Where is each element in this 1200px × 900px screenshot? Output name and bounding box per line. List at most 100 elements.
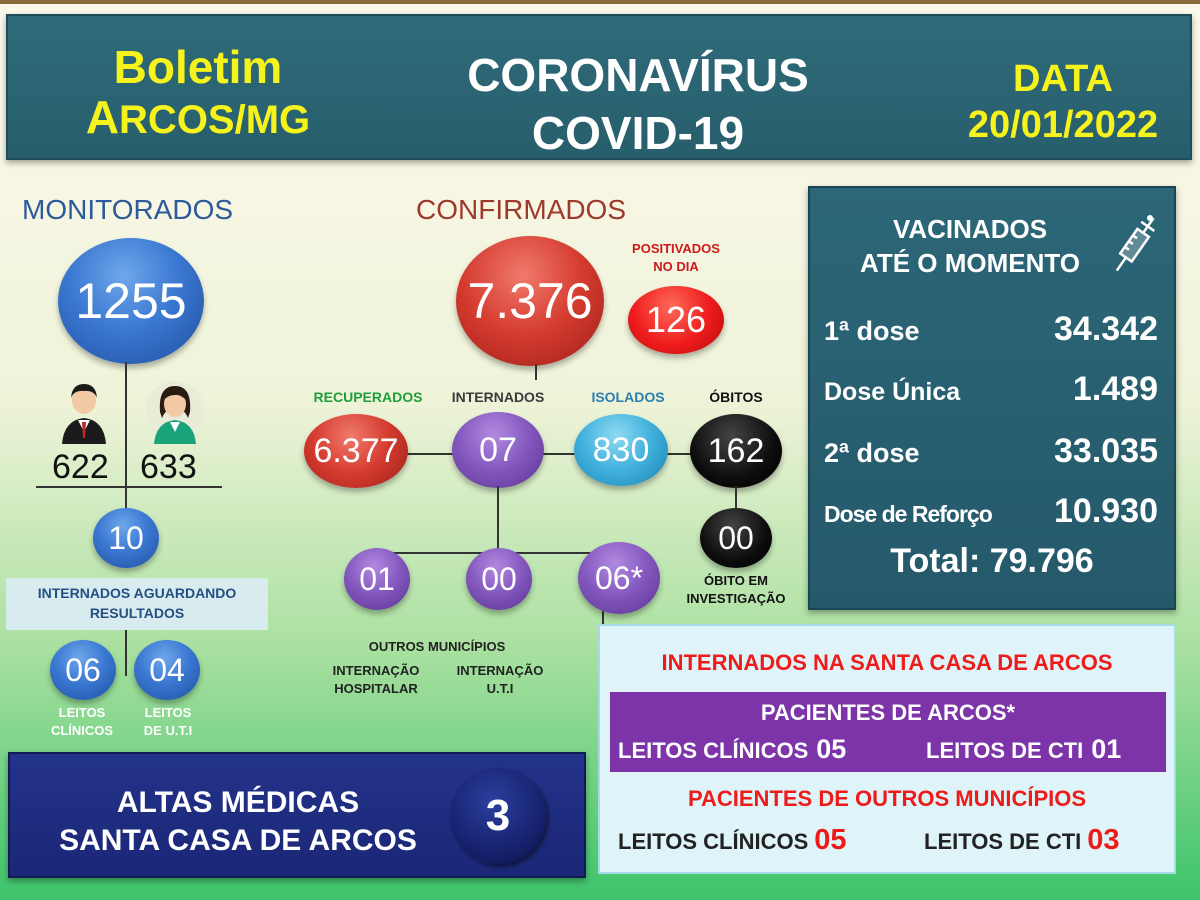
awaiting-results-circle: 10 bbox=[93, 508, 159, 568]
clinical-beds-label: LEITOS CLÍNICOS bbox=[34, 704, 130, 740]
single-dose-label: Dose Única bbox=[824, 378, 961, 406]
vaccinated-title: VACINADOS ATÉ O MOMENTO bbox=[840, 212, 1100, 280]
first-dose-row: 1ª dose 34.342 bbox=[824, 310, 1158, 349]
santa-casa-title: INTERNADOS NA SANTA CASA DE ARCOS bbox=[661, 650, 1113, 675]
vaccinated-panel: VACINADOS ATÉ O MOMENTO 1ª dose 34.342 D… bbox=[808, 186, 1176, 610]
confirmed-title: CONFIRMADOS bbox=[416, 194, 626, 225]
vaccinated-total: Total: 79.796 bbox=[890, 542, 1094, 580]
arcos-clinical-row: LEITOS CLÍNICOS 05 bbox=[618, 734, 846, 765]
positive-today-label-line-2: NO DIA bbox=[653, 259, 699, 274]
connector-line bbox=[125, 362, 127, 512]
female-count: 633 bbox=[140, 448, 197, 486]
disease-title: CORONAVÍRUS COVID-19 bbox=[408, 46, 868, 162]
connector-line bbox=[125, 630, 127, 676]
connector-line bbox=[36, 486, 222, 488]
bulletin-word: Boletim bbox=[113, 41, 283, 93]
man-avatar-icon bbox=[62, 384, 106, 444]
santa-casa-panel: INTERNADOS NA SANTA CASA DE ARCOS PACIEN… bbox=[598, 624, 1176, 874]
syringe-icon bbox=[1115, 215, 1156, 272]
positive-today-circle: 126 bbox=[628, 286, 724, 354]
clinical-beds-label-line-2: CLÍNICOS bbox=[50, 723, 114, 738]
discharges-label-line-2: SANTA CASA DE ARCOS bbox=[59, 824, 417, 857]
second-dose-label: 2ª dose bbox=[824, 438, 920, 468]
woman-avatar-icon bbox=[145, 381, 205, 444]
others-icu-row: LEITOS DE CTI 03 bbox=[924, 824, 1120, 857]
city-initial: A bbox=[85, 91, 120, 143]
hospital-admission-label-line-2: HOSPITALAR bbox=[334, 681, 418, 696]
second-dose-value: 33.035 bbox=[1054, 432, 1158, 470]
date-block: DATA 20/01/2022 bbox=[948, 56, 1178, 148]
booster-dose-row: Dose de Reforço 10.930 bbox=[824, 492, 1158, 531]
hospital-admission-circle: 00 bbox=[466, 548, 532, 610]
first-dose-value: 34.342 bbox=[1054, 310, 1158, 348]
other-municipalities-circle: 01 bbox=[344, 548, 410, 610]
arcos-icu-row: LEITOS DE CTI 01 bbox=[926, 734, 1121, 765]
top-border bbox=[0, 0, 1200, 4]
hospitalized-label: INTERNADOS bbox=[451, 389, 545, 405]
others-icu-value: 03 bbox=[1087, 824, 1120, 856]
discharges-value: 3 bbox=[450, 768, 546, 864]
vaccinated-title-line-1: VACINADOS bbox=[892, 214, 1048, 244]
discharges-label: ALTAS MÉDICAS SANTA CASA DE ARCOS bbox=[38, 784, 438, 860]
header-banner: Boletim ARCOS/MG CORONAVÍRUS COVID-19 DA… bbox=[6, 14, 1192, 160]
icu-beds-label: LEITOS DE U.T.I bbox=[120, 704, 216, 740]
hospital-admission-label-line-1: INTERNAÇÃO bbox=[332, 663, 420, 678]
connector-line bbox=[535, 364, 537, 380]
date-label: DATA bbox=[1013, 58, 1113, 100]
deaths-investigation-label-line-2: INVESTIGAÇÃO bbox=[686, 591, 786, 606]
male-count: 622 bbox=[52, 448, 109, 486]
discharges-label-line-1: ALTAS MÉDICAS bbox=[116, 786, 360, 819]
arcos-clinical-value: 05 bbox=[816, 734, 847, 764]
uti-admission-label-line-1: INTERNAÇÃO bbox=[456, 663, 544, 678]
booster-dose-value: 10.930 bbox=[1054, 492, 1158, 530]
isolated-label: ISOLADOS bbox=[591, 389, 665, 405]
single-dose-value: 1.489 bbox=[1072, 370, 1158, 408]
arcos-patients-title: PACIENTES DE ARCOS* bbox=[760, 700, 1016, 725]
deaths-circle: 162 bbox=[690, 414, 782, 488]
positive-today-label: POSITIVADOS NO DIA bbox=[614, 240, 738, 276]
discharges-panel: ALTAS MÉDICAS SANTA CASA DE ARCOS 3 bbox=[8, 752, 586, 878]
disease-line-1: CORONAVÍRUS bbox=[467, 49, 809, 101]
second-dose-row: 2ª dose 33.035 bbox=[824, 432, 1158, 471]
isolated-circle: 830 bbox=[574, 414, 668, 486]
first-dose-label: 1ª dose bbox=[824, 316, 920, 346]
uti-admission-label: INTERNAÇÃO U.T.I bbox=[436, 662, 564, 698]
others-clinical-row: LEITOS CLÍNICOS 05 bbox=[618, 824, 847, 857]
uti-admission-circle: 06* bbox=[578, 542, 660, 614]
disease-line-2: COVID-19 bbox=[531, 107, 745, 159]
single-dose-row: Dose Única 1.489 bbox=[824, 370, 1158, 409]
icu-beds-circle: 04 bbox=[134, 640, 200, 700]
date-value: 20/01/2022 bbox=[967, 104, 1159, 146]
positive-today-label-line-1: POSITIVADOS bbox=[632, 241, 720, 256]
others-icu-label: LEITOS DE CTI bbox=[924, 829, 1082, 854]
clinical-beds-circle: 06 bbox=[50, 640, 116, 700]
others-clinical-value: 05 bbox=[814, 824, 847, 856]
connector-line bbox=[735, 486, 737, 510]
arcos-icu-label: LEITOS DE CTI bbox=[926, 738, 1084, 763]
deaths-investigation-label-line-1: ÓBITO EM bbox=[703, 573, 769, 588]
icu-beds-label-line-2: DE U.T.I bbox=[143, 723, 193, 738]
deaths-investigation-label: ÓBITO EM INVESTIGAÇÃO bbox=[668, 572, 804, 608]
arcos-patients-bar: PACIENTES DE ARCOS* LEITOS CLÍNICOS 05 LE… bbox=[610, 692, 1166, 772]
bulletin-title: Boletim ARCOS/MG bbox=[68, 42, 328, 145]
confirmed-total-circle: 7.376 bbox=[456, 236, 604, 366]
clinical-beds-label-line-1: LEITOS bbox=[58, 705, 106, 720]
connector-line bbox=[497, 486, 499, 552]
hospitalized-circle: 07 bbox=[452, 412, 544, 488]
monitored-total-circle: 1255 bbox=[58, 238, 204, 364]
deaths-investigation-circle: 00 bbox=[700, 508, 772, 568]
city-rest: RCOS/MG bbox=[119, 98, 311, 142]
recovered-label: RECUPERADOS bbox=[313, 389, 423, 405]
hospital-admission-label: INTERNAÇÃO HOSPITALAR bbox=[312, 662, 440, 698]
connector-line bbox=[404, 453, 694, 455]
icu-beds-label-line-1: LEITOS bbox=[144, 705, 192, 720]
vaccinated-title-line-2: ATÉ O MOMENTO bbox=[859, 248, 1081, 278]
arcos-icu-value: 01 bbox=[1091, 734, 1122, 764]
awaiting-results-label: INTERNADOS AGUARDANDO RESULTADOS bbox=[6, 578, 268, 630]
city-name: ARCOS/MG bbox=[68, 92, 328, 145]
other-municipalities-title: PACIENTES DE OUTROS MUNICÍPIOS bbox=[687, 786, 1087, 811]
other-municipalities-label: OUTROS MUNICÍPIOS bbox=[368, 639, 506, 654]
monitored-title: MONITORADOS bbox=[22, 194, 234, 225]
others-clinical-label: LEITOS CLÍNICOS bbox=[618, 829, 809, 854]
booster-dose-label: Dose de Reforço bbox=[824, 501, 993, 527]
